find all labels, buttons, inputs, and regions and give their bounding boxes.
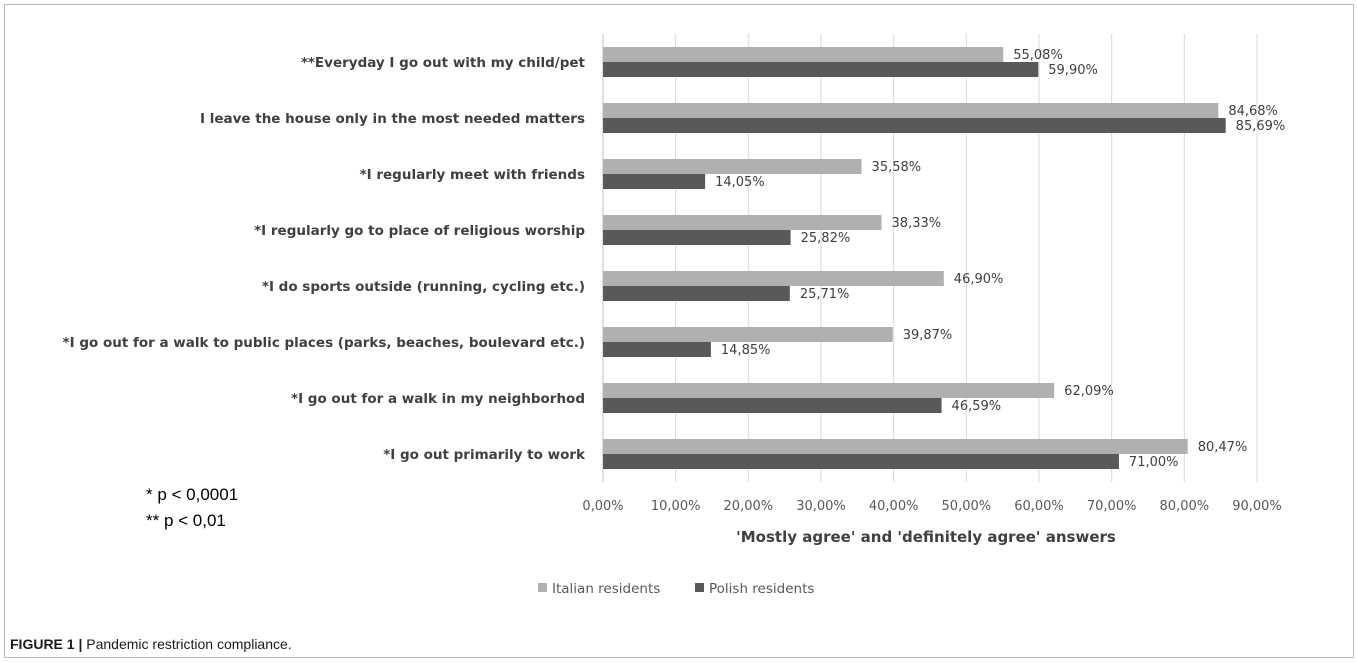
category-label: *I go out for a walk to public places (p… <box>63 335 585 351</box>
bar-polish <box>603 398 942 413</box>
bar-italian <box>603 383 1055 398</box>
x-tick-labels: 0,00% 10,00% 20,00% 30,00% 40,00% 50,00% 60,00… <box>582 499 1281 514</box>
data-label-italian: 80,47% <box>1198 440 1248 455</box>
bar-polish <box>603 286 790 301</box>
bar-polish <box>603 454 1119 469</box>
data-label-italian: 35,58% <box>872 160 922 175</box>
data-label-italian: 39,87% <box>903 328 953 343</box>
bar-polish <box>603 174 706 189</box>
data-label-polish: 14,05% <box>715 175 765 190</box>
x-tick-label: 90,00% <box>1232 499 1282 514</box>
x-tick-label: 30,00% <box>796 499 846 514</box>
bar-italian <box>603 215 882 230</box>
data-label-polish: 46,59% <box>952 399 1002 414</box>
data-label-italian: 62,09% <box>1064 384 1114 399</box>
bar-italian <box>603 439 1188 454</box>
bar-italian <box>603 271 944 286</box>
category-labels: **Everyday I go out with my child/pet I l… <box>63 55 586 463</box>
category-label: *I go out primarily to work <box>383 447 586 463</box>
bar-polish <box>603 342 711 357</box>
category-label: *I regularly go to place of religious wo… <box>254 223 585 239</box>
category-label: *I regularly meet with friends <box>360 167 585 183</box>
data-labels: 55,08%59,90% 84,68%85,69% 35,58% 14,05% 38,3… <box>715 48 1285 470</box>
legend-label-italian: Italian residents <box>552 581 660 597</box>
category-label: *I do sports outside (running, cycling e… <box>262 279 585 295</box>
bar-polish <box>603 230 791 245</box>
data-label-polish: 25,71% <box>800 287 850 302</box>
caption-label: FIGURE 1 | <box>10 636 83 652</box>
data-label-italian: 84,68% <box>1228 104 1278 119</box>
significance-note-1: * p < 0,0001 <box>146 485 239 504</box>
bar-polish <box>603 118 1226 133</box>
caption-text: Pandemic restriction compliance. <box>82 636 292 652</box>
bar-polish <box>603 62 1039 77</box>
x-tick-label: 20,00% <box>724 499 774 514</box>
bar-italian <box>603 103 1219 118</box>
bar-italian <box>603 159 862 174</box>
data-label-polish: 59,90% <box>1048 63 1098 78</box>
data-label-polish: 71,00% <box>1129 455 1179 470</box>
x-tick-label: 70,00% <box>1087 499 1137 514</box>
category-label: *I go out for a walk in my neighborhod <box>291 391 585 407</box>
x-tick-label: 50,00% <box>942 499 992 514</box>
figure-caption: FIGURE 1 | Pandemic restriction complian… <box>10 636 292 652</box>
data-label-italian: 55,08% <box>1013 48 1063 63</box>
category-label: **Everyday I go out with my child/pet <box>301 55 586 71</box>
data-label-italian: 38,33% <box>892 216 942 231</box>
legend-label-polish: Polish residents <box>709 581 814 597</box>
x-tick-label: 60,00% <box>1014 499 1064 514</box>
x-axis-title: 'Mostly agree' and 'definitely agree' an… <box>736 528 1116 546</box>
bars <box>603 47 1226 469</box>
bar-italian <box>603 47 1004 62</box>
category-label: I leave the house only in the most neede… <box>200 111 585 127</box>
legend-swatch-italian <box>538 583 547 592</box>
x-tick-label: 10,00% <box>651 499 701 514</box>
bar-italian <box>603 327 893 342</box>
legend: Italian residents Polish residents <box>538 581 814 597</box>
legend-swatch-polish <box>695 583 704 592</box>
data-label-polish: 14,85% <box>721 343 771 358</box>
significance-note-2: ** p < 0,01 <box>146 511 226 530</box>
data-label-polish: 25,82% <box>801 231 851 246</box>
x-tick-label: 40,00% <box>869 499 919 514</box>
x-tick-label: 80,00% <box>1160 499 1210 514</box>
data-label-italian: 46,90% <box>954 272 1004 287</box>
gridlines <box>602 34 1258 482</box>
x-tick-label: 0,00% <box>582 499 623 514</box>
data-label-polish: 85,69% <box>1236 119 1286 134</box>
